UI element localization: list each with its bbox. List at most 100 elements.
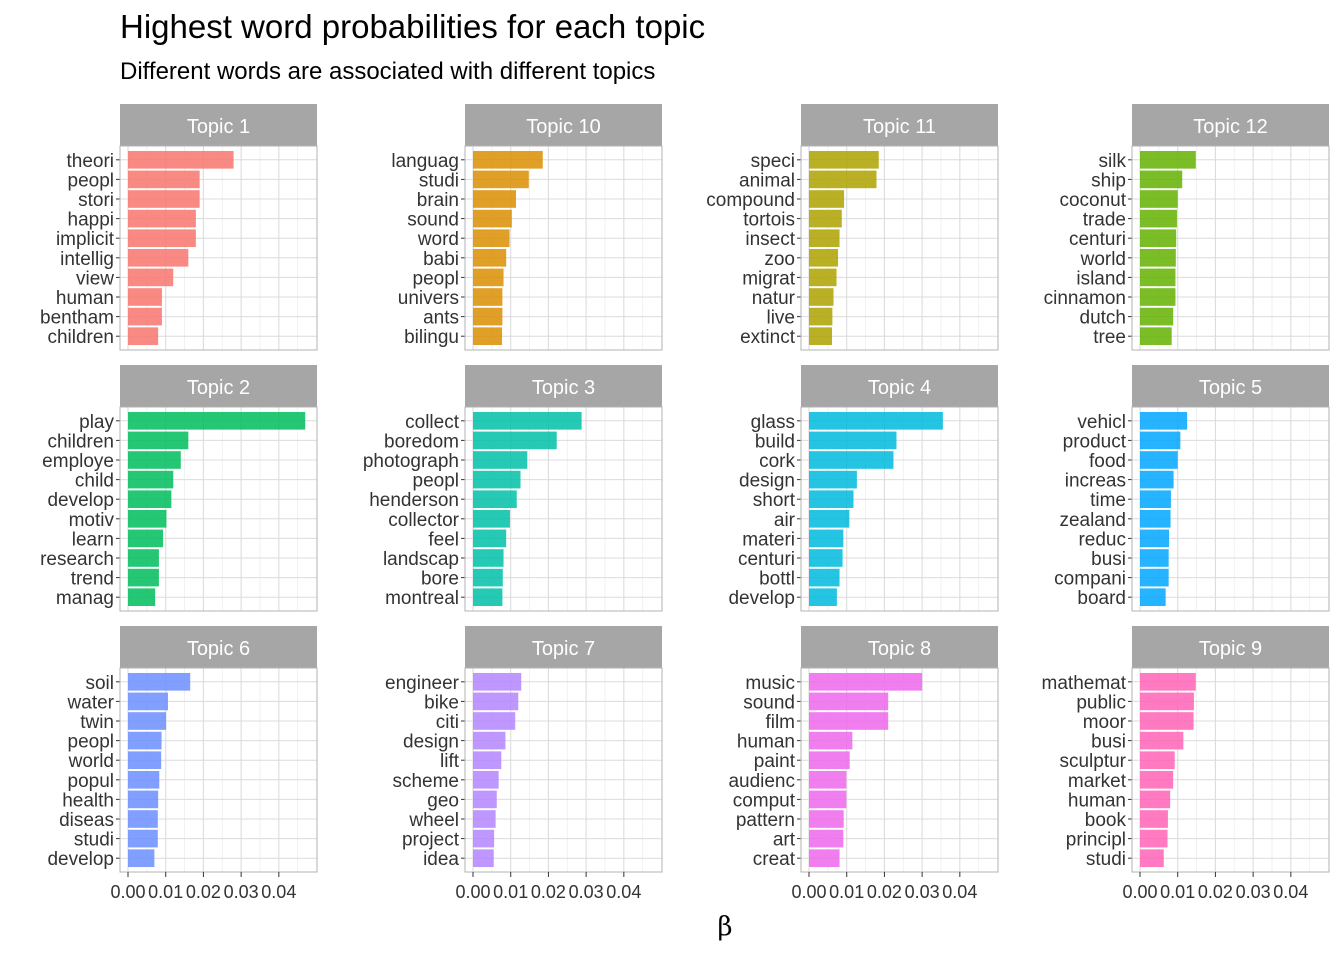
word-label: wheel xyxy=(408,810,459,831)
facet-panel: Topic 10 languagstudibrainsoundwordbabipe… xyxy=(391,104,663,351)
bar xyxy=(809,490,854,509)
word-label: centuri xyxy=(738,549,795,570)
bar xyxy=(473,490,517,509)
word-label: sculptur xyxy=(1059,751,1126,772)
bar xyxy=(473,751,502,770)
panel-border xyxy=(119,145,318,351)
word-label: mathemat xyxy=(1042,673,1127,694)
bar xyxy=(128,490,172,509)
bar xyxy=(128,672,191,691)
bar xyxy=(809,549,843,567)
word-label: materi xyxy=(742,529,795,550)
word-label: extinct xyxy=(740,327,796,348)
bar xyxy=(473,588,503,607)
bar xyxy=(809,509,850,528)
bar xyxy=(128,451,181,469)
bar xyxy=(473,229,510,248)
word-label: human xyxy=(1068,790,1126,811)
panel-border xyxy=(800,145,999,351)
word-label: bilingu xyxy=(404,327,459,348)
bar xyxy=(473,451,528,469)
panel-border xyxy=(1131,145,1330,351)
x-tick-label: 0.00 xyxy=(110,882,145,902)
panel-border xyxy=(800,667,999,873)
word-label: film xyxy=(765,712,795,733)
bar xyxy=(1140,248,1176,267)
facet-panel: Topic 11 specianimalcompoundtortoisinsect… xyxy=(706,104,999,351)
bar xyxy=(809,849,840,868)
bar xyxy=(809,672,923,691)
panel-border xyxy=(800,406,999,612)
bar xyxy=(809,229,840,248)
bar xyxy=(1140,307,1174,326)
bar xyxy=(128,692,168,711)
bar xyxy=(1140,588,1166,607)
bar xyxy=(473,692,519,711)
bar xyxy=(809,411,943,430)
word-label: short xyxy=(753,490,796,511)
facet-panel: Topic 12 silkshipcoconuttradecenturiworld… xyxy=(1044,104,1330,351)
bar xyxy=(1140,268,1176,287)
x-tick-label: 0.02 xyxy=(531,882,566,902)
bar xyxy=(128,568,159,587)
word-label: world xyxy=(1080,249,1126,270)
word-label: develop xyxy=(728,588,795,609)
word-label: feel xyxy=(428,529,459,550)
bar xyxy=(128,529,164,548)
facet-strip-label: Topic 3 xyxy=(532,377,595,399)
word-label: market xyxy=(1068,771,1127,792)
word-label: bottl xyxy=(759,569,795,590)
bar xyxy=(473,327,503,346)
word-label: ship xyxy=(1091,170,1126,191)
word-label: human xyxy=(56,288,114,309)
word-label: peopl xyxy=(413,471,460,492)
bar xyxy=(473,209,512,228)
word-label: play xyxy=(79,412,114,433)
word-label: water xyxy=(67,692,115,713)
bar xyxy=(809,731,853,750)
word-label: bentham xyxy=(40,308,114,329)
bar xyxy=(809,829,844,848)
bar xyxy=(1140,229,1177,248)
bar xyxy=(473,170,529,189)
facet-strip xyxy=(1132,104,1329,146)
bar xyxy=(809,770,847,789)
word-label: centuri xyxy=(1069,229,1126,250)
facet-strip-label: Topic 4 xyxy=(868,377,931,399)
bar xyxy=(473,849,494,868)
bar xyxy=(1140,731,1184,750)
bar xyxy=(128,307,162,326)
bar xyxy=(1140,672,1196,691)
bar xyxy=(128,751,162,770)
bar xyxy=(128,431,189,450)
bar xyxy=(473,248,507,267)
word-label: design xyxy=(739,471,795,492)
bar xyxy=(809,692,889,711)
bar xyxy=(809,431,897,450)
word-label: collect xyxy=(405,412,460,433)
word-label: stori xyxy=(78,190,114,211)
bar xyxy=(1140,451,1178,469)
x-tick-label: 0.03 xyxy=(224,882,259,902)
word-label: zealand xyxy=(1059,510,1126,531)
x-tick-label: 0.03 xyxy=(905,882,940,902)
x-axis-label: β xyxy=(717,912,732,942)
word-label: univers xyxy=(398,288,459,309)
bar xyxy=(809,451,894,469)
word-label: food xyxy=(1089,451,1126,472)
bar xyxy=(128,150,234,169)
x-tick-label: 0.04 xyxy=(261,882,296,902)
facet-panel: Topic 9 mathematpublicmoorbusisculpturmar… xyxy=(1042,626,1330,902)
word-label: brain xyxy=(417,190,459,211)
x-tick-label: 0.01 xyxy=(148,882,183,902)
facet-panel: Topic 5 vehiclproductfoodincreastimezeala… xyxy=(1054,365,1330,612)
word-label: time xyxy=(1090,490,1126,511)
bar xyxy=(809,810,844,828)
bar xyxy=(473,731,506,750)
facet-strip xyxy=(801,626,998,668)
facet-strip-label: Topic 7 xyxy=(532,638,595,660)
bar xyxy=(128,170,200,189)
facet-strip xyxy=(120,626,317,668)
bar xyxy=(809,307,833,326)
x-tick-label: 0.04 xyxy=(1273,882,1308,902)
